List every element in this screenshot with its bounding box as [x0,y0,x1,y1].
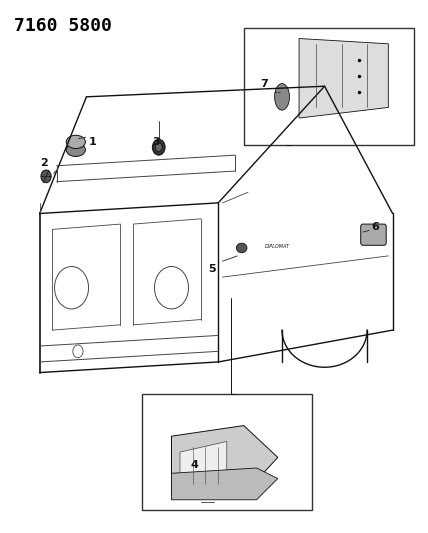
Bar [244,28,414,144]
Text: 5: 5 [208,264,216,274]
Polygon shape [172,468,278,500]
Ellipse shape [66,135,85,149]
FancyBboxPatch shape [361,224,386,245]
Text: 1: 1 [89,137,97,147]
Text: DIPLOMAT: DIPLOMAT [265,244,290,249]
Polygon shape [299,38,388,118]
Text: 3: 3 [153,137,160,147]
Text: 4: 4 [191,461,199,470]
Ellipse shape [66,143,85,157]
Ellipse shape [236,243,247,253]
Circle shape [41,170,51,183]
Bar [142,394,312,511]
Circle shape [155,143,162,151]
Polygon shape [172,425,278,495]
Text: 7160 5800: 7160 5800 [14,17,112,35]
Ellipse shape [275,84,289,110]
Text: 2: 2 [40,158,48,168]
Text: 6: 6 [372,222,380,232]
Circle shape [152,139,165,155]
Text: 7: 7 [260,78,268,88]
Polygon shape [180,441,227,484]
